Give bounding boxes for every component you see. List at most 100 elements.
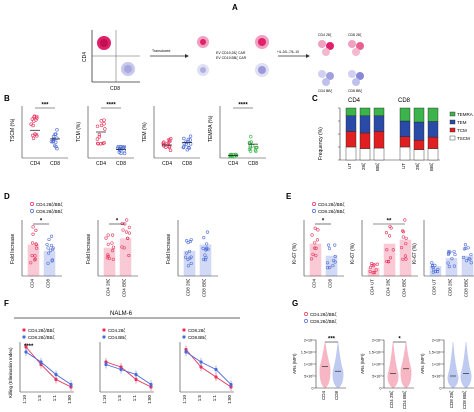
panel-f-legend-marker-1 <box>182 328 186 332</box>
panel-f-point <box>54 377 58 382</box>
panel-c-xlabel: BBζ <box>375 163 380 171</box>
panel_d-point <box>126 236 130 240</box>
panel_d-point <box>110 249 115 253</box>
panel_e-xlabel: CD8 UT <box>432 279 437 296</box>
panel-b-point <box>182 145 186 149</box>
panel-c-bar-segment <box>413 107 425 123</box>
panel-g-violin <box>400 341 412 389</box>
panel-b-point <box>102 122 106 126</box>
panel-g-xlabel: CD4 28ζ <box>389 391 394 408</box>
panel-b-point <box>122 151 127 156</box>
panel-f-xlabel: 1:1 <box>52 395 57 402</box>
panel_d-point <box>189 261 193 266</box>
panel-letter-b: B <box>4 94 10 103</box>
panel-g-tick-label: 1.5×10⁴ <box>369 351 382 355</box>
panel-b-ylabel-0: TSCM (%) <box>10 118 16 142</box>
panel_d-point <box>32 258 37 262</box>
panel-f-legend-label-1: CD8.28ζ <box>188 328 205 333</box>
panel-g-violin <box>460 341 472 389</box>
panel_d-point <box>202 236 206 240</box>
panel-f-point <box>229 382 233 387</box>
panel_e-point <box>387 260 391 264</box>
panel-a-transduced-label: Transduced <box>152 49 170 53</box>
panel-f-legend-label-2: CD8.BBζ <box>188 335 206 340</box>
panel_d-point <box>46 246 50 250</box>
panel-c-ylabel: Frequency (%) <box>318 127 324 160</box>
panel-b-3-sig-label: **** <box>238 103 248 109</box>
panel-c-bar-segment <box>399 107 411 122</box>
panel_e-point <box>446 261 450 265</box>
panel_d-point <box>106 233 110 237</box>
panel-b-point <box>248 146 253 150</box>
panel_e-point <box>326 261 330 265</box>
panel-b-point <box>188 138 192 142</box>
panel-b-point <box>97 135 102 139</box>
panel_d-legend-label-2: CD8.28ζ/BBζ <box>36 209 62 214</box>
panel_e-point <box>391 248 395 252</box>
panel_e-point <box>384 231 388 235</box>
panel_e-point <box>313 246 317 250</box>
panel-a-car-label-1: EV CD19.28ζ CAR <box>216 51 246 55</box>
panel-f-xlabel: 1:5 <box>197 395 202 402</box>
panel_d-point <box>34 228 38 232</box>
panel-letter-d: D <box>4 192 10 201</box>
panel_e-bar <box>445 258 458 277</box>
panel_e-point <box>316 228 320 232</box>
panel-f-legend-marker-2 <box>102 335 106 339</box>
panel_e-point <box>333 243 337 247</box>
panel-g-legend-marker-2 <box>304 319 308 323</box>
panel-b-xlabel: CD4 <box>30 161 40 167</box>
panel-b-point <box>187 145 191 150</box>
panel-f-point <box>24 350 28 354</box>
panel-d: CD4.28ζ/BBζ CD8.28ζ/BBζ Fold Increase CD4 CD… <box>10 202 218 297</box>
panel_d-point <box>120 245 124 249</box>
panel_d-bar <box>119 238 132 277</box>
panel_e-point <box>401 235 405 239</box>
result-label-1: CD4 28ζ <box>318 33 332 37</box>
panel_e-point <box>403 254 408 258</box>
panel-f-point <box>24 345 28 349</box>
panel_e-point <box>462 255 466 260</box>
panel-f-point <box>214 367 218 372</box>
panel-b-point <box>35 116 39 120</box>
panel-f-point <box>119 367 123 372</box>
panel_e-legend-label-2: CD8.28ζ/BBζ <box>318 209 344 214</box>
panel_d-ylabel-2: Fold Increase <box>166 233 172 264</box>
panel-f-title: NALM-6 <box>110 311 133 317</box>
panel-f-legend-label-2: CD8.28ζ/BBζ <box>28 335 54 340</box>
panel-g-tick-label: 2×10⁴ <box>432 339 442 343</box>
panel-g-xlabel: CD4 BBζ <box>402 391 407 409</box>
panel-b-xlabel: CD8 <box>50 161 60 167</box>
panel_e-ylabel-2: Ki-67 (%) <box>412 243 418 264</box>
panel-c-bar-segment <box>345 146 357 161</box>
panel-f-series-line <box>185 349 232 388</box>
panel_d-xlabel: CD4 28ζ <box>106 279 111 296</box>
panel-e: CD4.28ζ/BBζ CD8.28ζ/BBζ Ki-67 (%) CD4 CD8 * Ki… <box>292 202 474 297</box>
panel-g-1-sig-label: * <box>398 337 401 343</box>
panel-b-point <box>52 137 56 142</box>
panel-b-point <box>35 114 39 119</box>
panel_d-ylabel-0: Fold Increase <box>10 233 16 264</box>
panel_d-point <box>124 230 129 234</box>
panel-f-ylabel: Killing (Elimination Index) <box>8 347 13 398</box>
panel-c-bar-segment <box>399 136 411 148</box>
panel-f-point <box>199 360 203 364</box>
panel-c-bar-segment <box>359 132 371 149</box>
panel_e-point <box>435 269 440 274</box>
panel_e-point <box>315 238 320 242</box>
panel-a-cytokines-label: +IL-2/IL-7/IL-15 <box>277 50 299 54</box>
panel-b-point <box>249 134 253 139</box>
panel-b-point <box>32 114 37 118</box>
panel_e-point <box>327 243 331 247</box>
panel_e-point <box>447 251 451 255</box>
panel-g-violin <box>387 341 399 389</box>
panel_e-xlabel: CD4 BBζ <box>402 279 407 297</box>
panel_d-point <box>185 251 189 255</box>
panel-f-point <box>149 382 153 387</box>
panel-f-series-line <box>25 346 72 388</box>
panel_d-1-sig-label: * <box>116 219 119 225</box>
panel-g-xlabel: CD8 <box>334 391 339 400</box>
panel-letter-f: F <box>4 299 9 308</box>
panel_d-point <box>49 243 53 248</box>
panel_e-point <box>432 268 436 272</box>
